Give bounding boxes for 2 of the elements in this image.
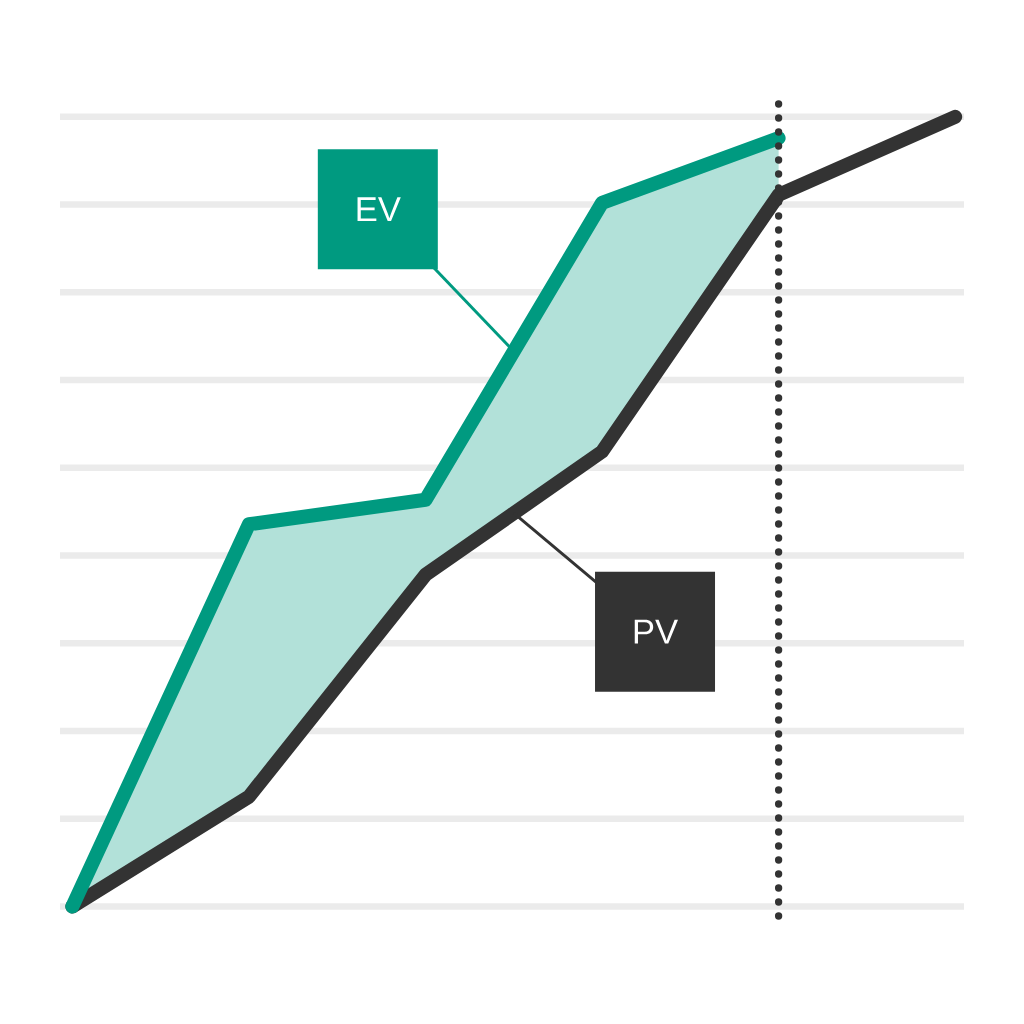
- text: PV: [634, 619, 679, 644]
- text: EV: [357, 197, 401, 222]
